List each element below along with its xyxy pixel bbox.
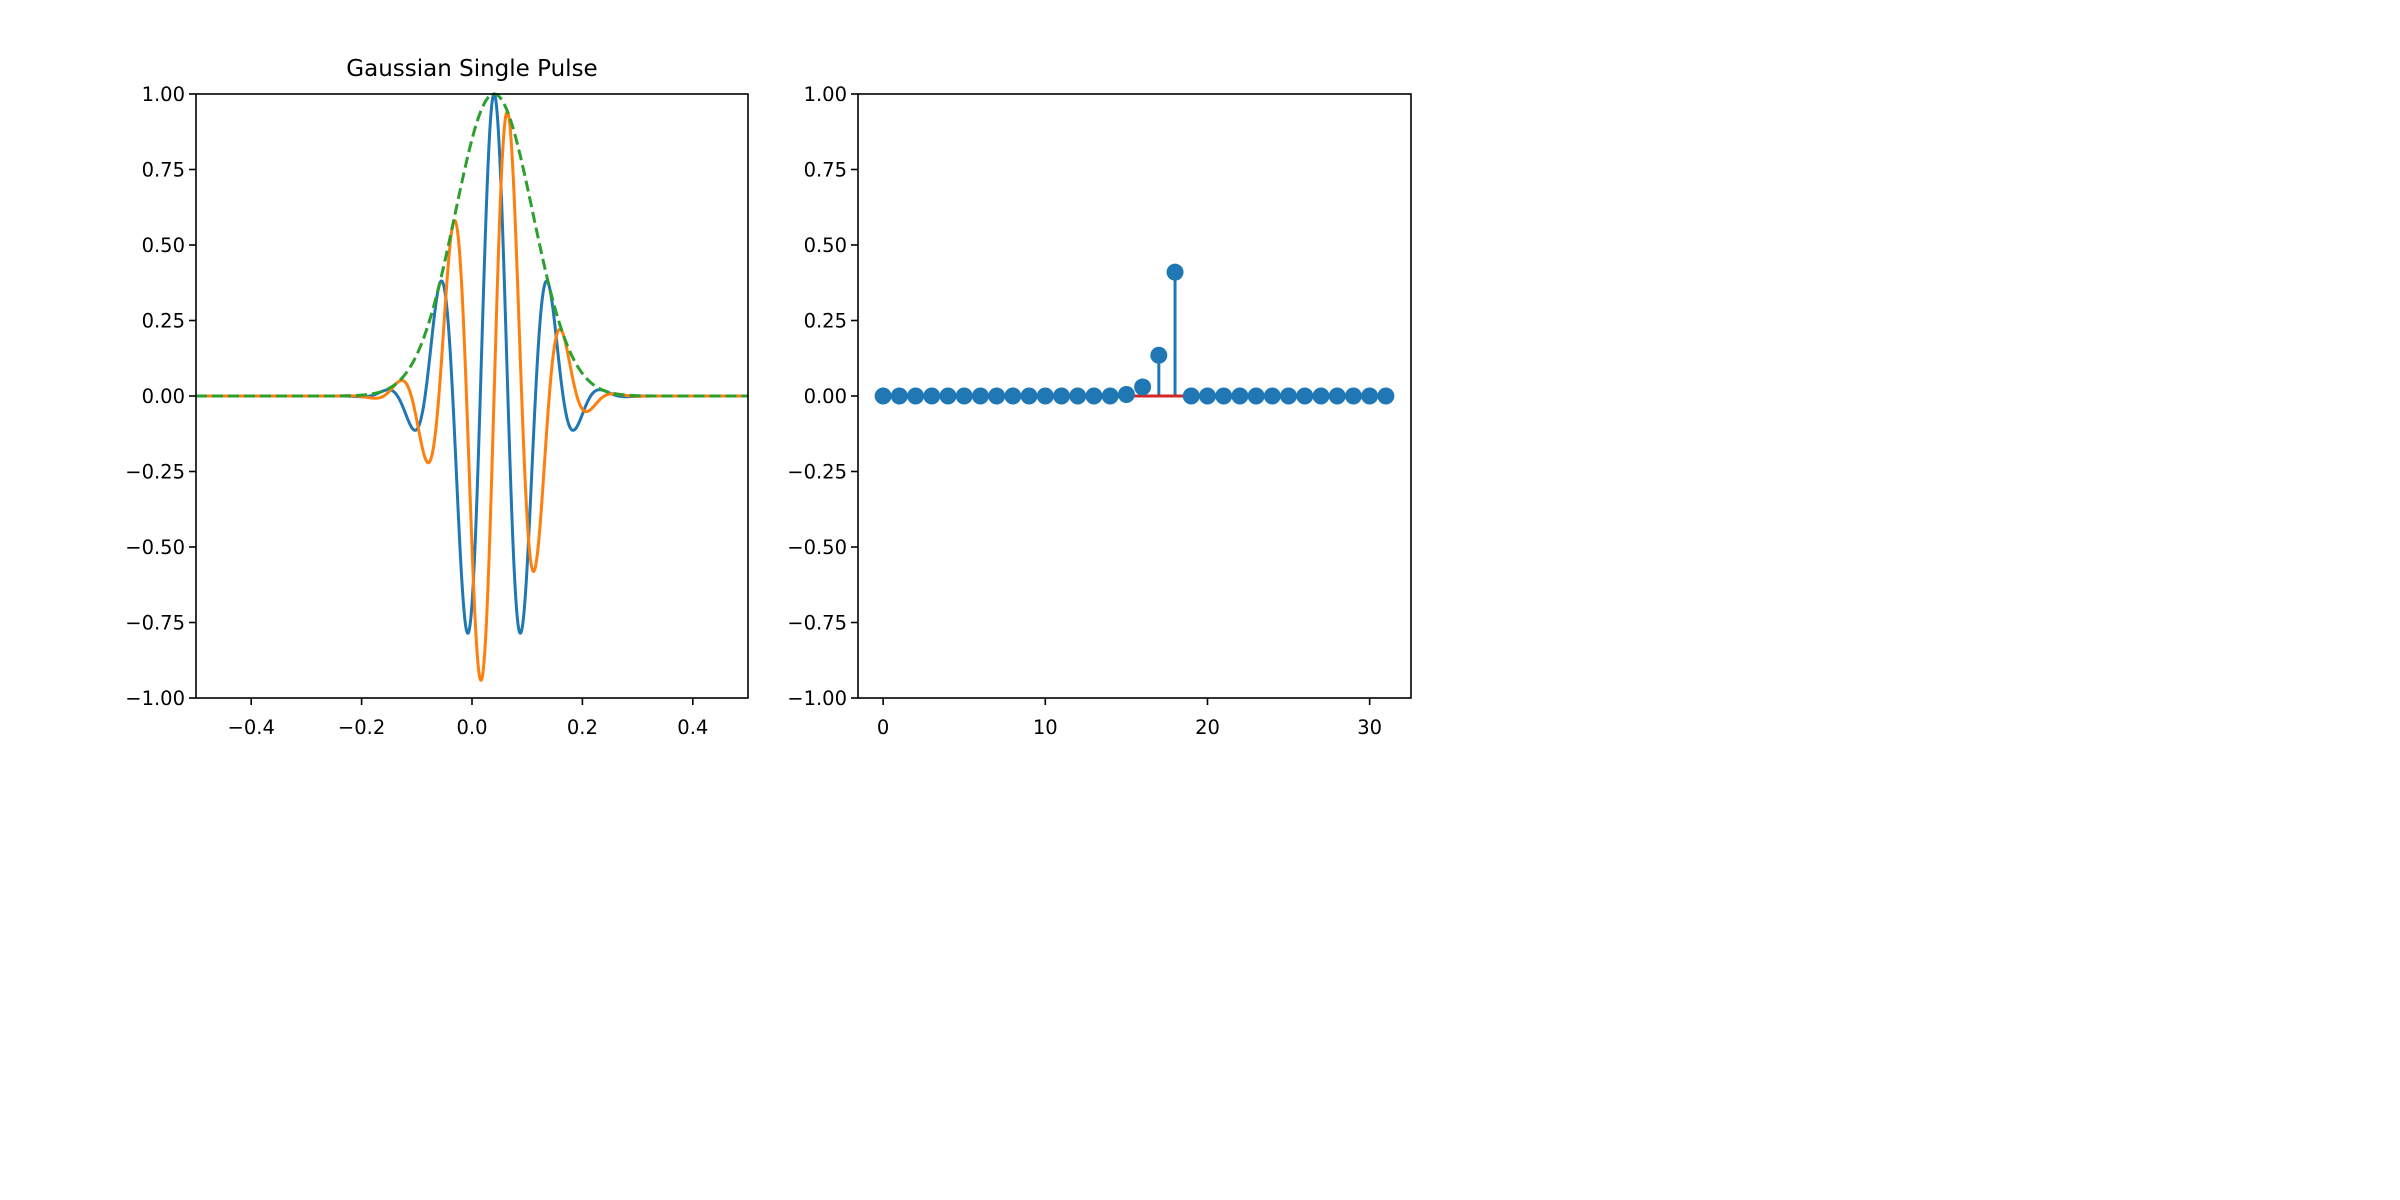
stem-marker [1361, 387, 1379, 405]
stem-marker [1117, 385, 1135, 403]
stem-marker [988, 387, 1006, 405]
y-tick-label: −1.00 [787, 687, 847, 710]
stem-marker [1296, 387, 1314, 405]
stem-marker [1377, 387, 1395, 405]
stem-marker [1182, 387, 1200, 405]
stem-marker [907, 387, 925, 405]
y-tick-label: −0.25 [125, 461, 185, 484]
stem-marker [939, 387, 957, 405]
stem-marker [1036, 387, 1054, 405]
axes-frame [857, 93, 1412, 699]
x-tick-label: 10 [1033, 716, 1058, 739]
left-axes-pulse: 1.00 0.75 0.50 0.25 0.00 −0.25 −0.50 −0.75 −1.00… [125, 56, 749, 739]
right-axes-stem: 1.00 0.75 0.50 0.25 0.00 −0.25 −0.50 −0.75 −1.00… [787, 83, 1412, 739]
x-tick-label: 0 [877, 716, 889, 739]
y-tick-label: 0.50 [142, 234, 185, 257]
chart-title: Gaussian Single Pulse [346, 56, 597, 82]
stem-marker [971, 387, 989, 405]
y-tick-label: 0.50 [804, 234, 847, 257]
stem-marker [874, 387, 892, 405]
y-tick-label: 0.25 [142, 310, 185, 333]
stem-marker [1004, 387, 1022, 405]
x-tick-label: 0.4 [677, 716, 708, 739]
stem-marker [1085, 387, 1103, 405]
stem-marker [1166, 263, 1184, 281]
stem-marker [1247, 387, 1265, 405]
y-tick-label: −1.00 [125, 687, 185, 710]
x-tick-label: 0.2 [567, 716, 598, 739]
stem-marker [1344, 387, 1362, 405]
series-line-envelope [196, 92, 748, 398]
x-tick-label: 20 [1195, 716, 1220, 739]
stem-marker [1231, 387, 1249, 405]
y-tick-label: −0.75 [787, 612, 847, 635]
stem-marker [1053, 387, 1071, 405]
stem-marker [923, 387, 941, 405]
stem-marker [1069, 387, 1087, 405]
stem-marker [1150, 346, 1168, 364]
y-tick-label: 0.75 [142, 159, 185, 182]
y-tick-label: 1.00 [804, 83, 847, 106]
y-tick-label: −0.25 [787, 461, 847, 484]
y-tick-label: 1.00 [142, 83, 185, 106]
stem-marker [1328, 387, 1346, 405]
stem-marker [1263, 387, 1281, 405]
stem-marker [1280, 387, 1298, 405]
figure: 1.000.750.500.250.00−0.25−0.50−0.75−1.00… [0, 0, 1545, 773]
y-tick-label: 0.75 [804, 159, 847, 182]
stem-marker [1312, 387, 1330, 405]
stem-marker [1215, 387, 1233, 405]
x-tick-label: 0.0 [456, 716, 487, 739]
stem-marker [1020, 387, 1038, 405]
x-tick-label: 30 [1357, 716, 1382, 739]
y-tick-label: −0.50 [125, 536, 185, 559]
stem-marker [1101, 387, 1119, 405]
figure-background [0, 0, 1545, 773]
y-tick-label: 0.00 [142, 385, 185, 408]
axes-frame [195, 93, 749, 699]
y-tick-label: 0.00 [804, 385, 847, 408]
x-tick-label: −0.2 [338, 716, 385, 739]
y-tick-label: −0.75 [125, 612, 185, 635]
y-tick-label: 0.25 [804, 310, 847, 333]
y-tick-label: −0.50 [787, 536, 847, 559]
x-tick-label: −0.4 [228, 716, 275, 739]
stem-marker [1198, 387, 1216, 405]
stem-marker [890, 387, 908, 405]
stem-marker [1134, 378, 1152, 396]
stem-marker [955, 387, 973, 405]
